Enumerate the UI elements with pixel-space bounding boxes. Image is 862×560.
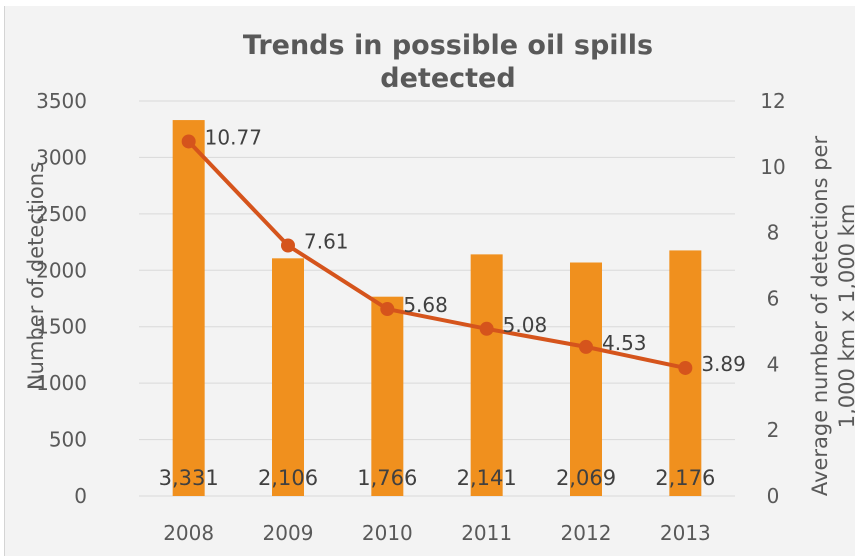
chart-frame: 3,331 2,106 1,766 2,141 2,069 2,176 10.77 7.61 5… bbox=[4, 6, 855, 556]
bar-label-2010: 1,766 bbox=[357, 466, 417, 490]
line-point-2008 bbox=[181, 134, 196, 149]
chart-title-line-2: detected bbox=[380, 63, 515, 94]
y-left-tick-3500: 3500 bbox=[36, 89, 87, 113]
y-right-tick-12: 12 bbox=[760, 89, 785, 113]
x-tick-2011: 2011 bbox=[461, 521, 512, 545]
y-left-tick-2000: 2000 bbox=[36, 258, 87, 282]
data-labels: 3,331 2,106 1,766 2,141 2,069 2,176 10.77 7.61 5… bbox=[159, 125, 746, 490]
y-left-tick-500: 500 bbox=[49, 428, 87, 452]
line-point-2012 bbox=[579, 339, 593, 354]
line-label-2008: 10.77 bbox=[205, 125, 262, 149]
line-point-2010 bbox=[380, 302, 395, 317]
y-left-tick-1000: 1000 bbox=[36, 371, 87, 395]
y-left-tick-3000: 3000 bbox=[36, 145, 87, 169]
line-label-2010: 5.68 bbox=[403, 293, 448, 317]
bar-2010 bbox=[371, 296, 404, 496]
line-series bbox=[181, 134, 693, 375]
y-right-tick-0: 0 bbox=[767, 484, 780, 508]
bar-label-2012: 2,069 bbox=[556, 466, 616, 490]
y-right-tick-4: 4 bbox=[767, 352, 780, 376]
bar-2012 bbox=[570, 262, 602, 496]
y-left-tick-2500: 2500 bbox=[36, 202, 87, 226]
y-axis-left-label: Number of detections bbox=[24, 162, 48, 390]
line-path bbox=[187, 140, 686, 370]
x-tick-2012: 2012 bbox=[561, 521, 612, 545]
bar-2008 bbox=[172, 120, 205, 496]
bar-label-2011: 2,141 bbox=[457, 466, 517, 490]
y-left-tick-0: 0 bbox=[74, 484, 87, 508]
bar-label-2013: 2,176 bbox=[655, 466, 715, 490]
y-left-tick-1500: 1500 bbox=[36, 315, 87, 339]
line-point-2009 bbox=[281, 238, 295, 253]
line-point-2011 bbox=[479, 321, 494, 336]
axis-ticks: 0 500 1000 1500 2000 2500 3000 3500 0 2 4 6 8 10 12 200… bbox=[36, 89, 786, 545]
gridlines bbox=[139, 100, 735, 497]
chart-title-line-1: Trends in possible oil spills bbox=[243, 30, 653, 61]
y-right-tick-10: 10 bbox=[760, 155, 785, 179]
line-point-2013 bbox=[678, 360, 693, 375]
x-tick-2008: 2008 bbox=[163, 521, 214, 545]
line-label-2013: 3.89 bbox=[701, 352, 746, 376]
y-right-tick-6: 6 bbox=[767, 287, 780, 311]
chart: 3,331 2,106 1,766 2,141 2,069 2,176 10.77 7.61 5… bbox=[24, 30, 855, 545]
y-right-tick-2: 2 bbox=[767, 418, 780, 442]
x-tick-2009: 2009 bbox=[263, 521, 314, 545]
y-right-tick-8: 8 bbox=[767, 221, 780, 245]
line-label-2011: 5.08 bbox=[503, 313, 548, 337]
line-label-2012: 4.53 bbox=[602, 331, 647, 355]
bar-2009 bbox=[272, 258, 304, 496]
y-axis-right-label-line-1: Average number of detections per bbox=[808, 136, 832, 497]
y-axis-right-label-line-2: 1,000 km x 1,000 km bbox=[835, 204, 855, 429]
line-label-2009: 7.61 bbox=[304, 230, 349, 254]
bar-label-2008: 3,331 bbox=[159, 466, 219, 490]
x-tick-2013: 2013 bbox=[660, 521, 711, 545]
bar-2011 bbox=[470, 254, 503, 496]
x-tick-2010: 2010 bbox=[362, 521, 413, 545]
bar-label-2009: 2,106 bbox=[258, 466, 318, 490]
